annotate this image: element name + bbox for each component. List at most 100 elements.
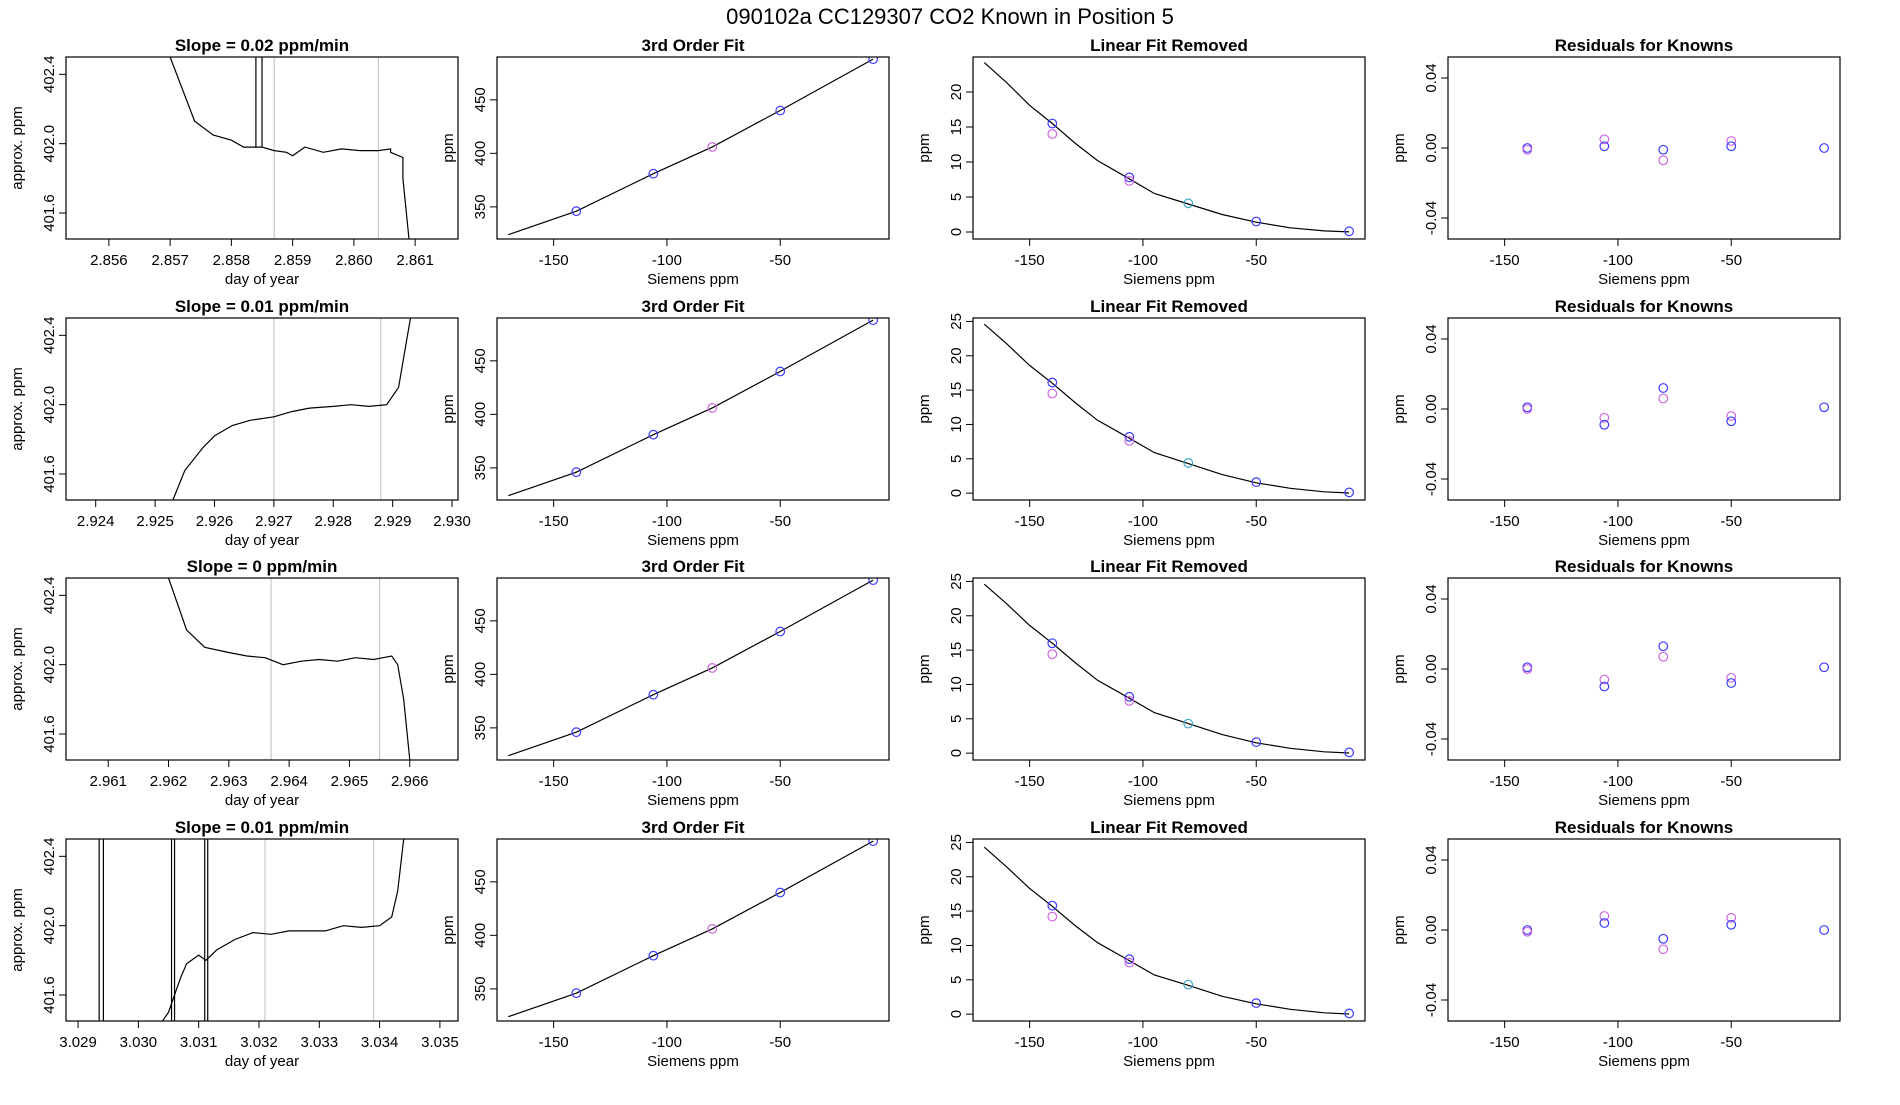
y-tick-label: -0.04 [1423,201,1440,235]
data-point [1658,144,1669,155]
chart-panel: 3rd Order Fit -150 -100 -50 Siemens ppm 350 40… [440,297,890,549]
plot-area [1522,134,1830,166]
plot-frame [972,317,1366,501]
data-point [775,105,786,116]
data-point [1658,933,1669,944]
x-tick-label: 2.928 [314,513,352,530]
x-axis-label: day of year [225,1053,299,1070]
x-axis-label: day of year [225,532,299,549]
x-tick-label: 3.032 [240,1034,278,1051]
y-tick-label: 15 [948,642,965,659]
panel-title: Linear Fit Removed [1090,818,1248,837]
panel-title: 3rd Order Fit [642,557,745,576]
data-point [868,57,879,65]
x-axis-label: Siemens ppm [1598,1053,1690,1070]
chart-panel: Slope = 0.01 ppm/min 3.029 3.030 3.031 3.032… [9,818,459,1070]
y-tick-label: 20 [948,84,965,101]
x-tick-label: 2.929 [374,513,412,530]
x-tick-label: -50 [1720,773,1742,790]
x-tick-label: 2.858 [213,252,251,269]
x-tick-label: -50 [1720,252,1742,269]
y-axis-label: ppm [916,133,933,162]
plot-area [983,62,1355,237]
y-tick-label: 5 [948,193,965,201]
x-tick-label: -150 [1015,513,1045,530]
y-tick-label: 0.00 [1423,394,1440,423]
data-point [707,142,718,152]
x-axis-label: Siemens ppm [1123,271,1215,288]
y-tick-label: 0.04 [1423,584,1440,613]
y-tick-label: 10 [948,937,965,954]
chart-panel: Linear Fit Removed -150 -100 -50 Siemens ppm… [916,297,1366,549]
x-tick-label: -50 [769,252,791,269]
plot-frame [65,317,459,501]
y-tick-label: 350 [472,455,489,480]
x-axis-label: Siemens ppm [647,271,739,288]
y-tick-label: -0.04 [1423,722,1440,756]
y-tick-label: -0.04 [1423,462,1440,496]
y-tick-label: 25 [948,573,965,590]
data-point [1658,383,1669,393]
x-tick-label: 2.924 [77,513,115,530]
data-point [707,924,718,934]
plot-frame [1447,577,1841,761]
x-tick-label: -50 [1245,252,1267,269]
y-tick-label: 402.4 [41,317,58,355]
y-axis-label: ppm [1391,654,1408,683]
data-point [1819,662,1830,673]
data-point [1251,216,1262,227]
plot-frame [972,577,1366,761]
data-point [868,318,879,326]
chart-panel: Residuals for Knowns -150 -100 -50 Siemens p… [1391,36,1841,288]
y-axis-label: ppm [1391,133,1408,162]
data-point [1183,718,1194,729]
data-point [1726,672,1737,683]
panel-title: Slope = 0.01 ppm/min [175,297,349,316]
data-point [1726,912,1737,923]
y-tick-label: 20 [948,347,965,364]
y-tick-label: 401.6 [41,976,58,1014]
y-tick-label: 25 [948,313,965,330]
x-axis-label: Siemens ppm [1598,792,1690,809]
x-axis-label: Siemens ppm [1123,532,1215,549]
y-tick-label: 401.6 [41,455,58,493]
data-point [1522,144,1533,155]
x-tick-label: 3.030 [120,1034,158,1051]
plot-frame [496,577,890,761]
data-point [1124,957,1135,968]
y-tick-label: 20 [948,868,965,885]
data-point [775,366,786,377]
x-tick-label: -150 [539,1034,569,1051]
plot-frame [972,56,1366,240]
data-point [1726,919,1737,930]
data-point [1819,143,1830,153]
data-point [648,689,659,700]
y-tick-label: 400 [472,141,489,166]
data-point [775,626,786,637]
x-tick-label: -100 [652,513,682,530]
plot-frame [972,838,1366,1022]
x-tick-label: -150 [1015,1034,1045,1051]
x-tick-label: 2.925 [136,513,174,530]
plot-frame [496,838,890,1022]
y-tick-label: 15 [948,903,965,920]
series-line [167,578,411,760]
data-point [1819,402,1830,413]
fit-curve [508,319,874,497]
data-point [1344,226,1355,237]
panel-title: Slope = 0.02 ppm/min [175,36,349,55]
panel-title: Linear Fit Removed [1090,297,1248,316]
data-point [1047,911,1058,922]
x-tick-label: -150 [539,252,569,269]
data-point [868,839,879,847]
plot-area [1522,383,1830,430]
data-point [868,578,879,586]
plot-area [1522,911,1830,955]
plot-area [508,318,879,497]
panel-title: Linear Fit Removed [1090,36,1248,55]
data-point [1047,900,1058,911]
y-tick-label: 25 [948,834,965,851]
panel-title: Residuals for Knowns [1555,36,1734,55]
x-tick-label: 2.965 [331,773,369,790]
